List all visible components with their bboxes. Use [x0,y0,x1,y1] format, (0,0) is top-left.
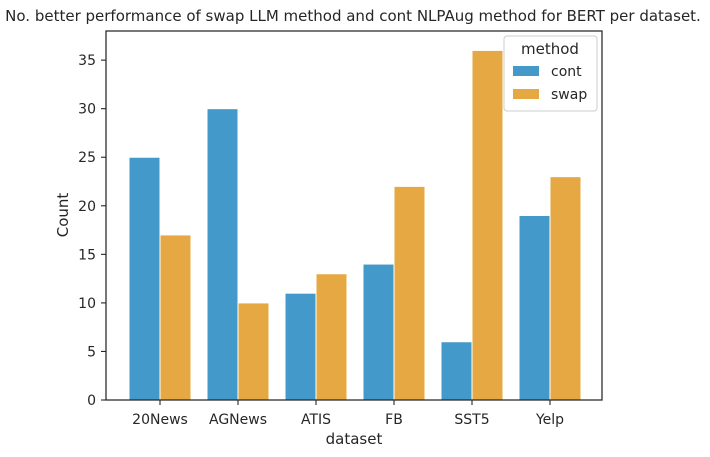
bar-swap-yelp [549,176,582,401]
x-tick-label: FB [385,412,403,428]
bars [128,49,582,401]
y-tick-label: 10 [78,296,96,312]
x-tick-label: SST5 [454,412,489,428]
x-tick-label: 20News [132,412,188,428]
legend-swatch-swap [513,89,539,99]
bar-swap-20news [159,234,192,401]
legend-swatch-cont [513,66,539,76]
y-tick-label: 25 [78,150,96,166]
bar-cont-agnews [206,108,239,401]
x-tick-label: AGNews [209,412,267,428]
y-tick-label: 15 [78,247,96,263]
bar-swap-sst5 [471,49,504,401]
bar-cont-sst5 [440,341,473,401]
x-tick-label: Yelp [535,412,564,428]
y-axis-label: Count [54,193,72,238]
y-tick-label: 30 [78,102,96,118]
y-tick-label: 5 [87,344,96,360]
bar-cont-20news [128,156,161,401]
x-tick-label: ATIS [301,412,331,428]
legend: method cont swap [503,35,598,112]
bar-swap-atis [315,273,348,401]
legend-label-cont: cont [551,64,582,80]
bar-swap-agnews [237,302,270,401]
legend-label-swap: swap [551,87,587,103]
y-axis: 0 5 10 15 20 25 30 35 [78,53,106,409]
bar-cont-yelp [518,215,551,401]
bar-cont-fb [362,263,395,401]
x-axis-label: dataset [326,430,383,448]
x-axis: 20News AGNews ATIS FB SST5 Yelp [132,400,564,428]
y-tick-label: 20 [78,199,96,215]
plot-frame [105,30,603,401]
bar-swap-fb [393,185,426,401]
y-tick-label: 35 [78,53,96,69]
chart-title: No. better performance of swap LLM metho… [5,7,701,25]
y-tick-label: 0 [87,393,96,409]
bar-cont-atis [284,292,317,401]
legend-title: method [521,40,579,58]
